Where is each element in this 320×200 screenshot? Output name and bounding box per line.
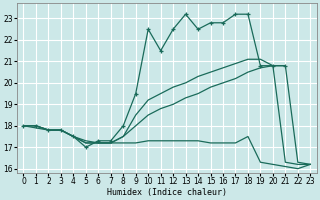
X-axis label: Humidex (Indice chaleur): Humidex (Indice chaleur) xyxy=(107,188,227,197)
